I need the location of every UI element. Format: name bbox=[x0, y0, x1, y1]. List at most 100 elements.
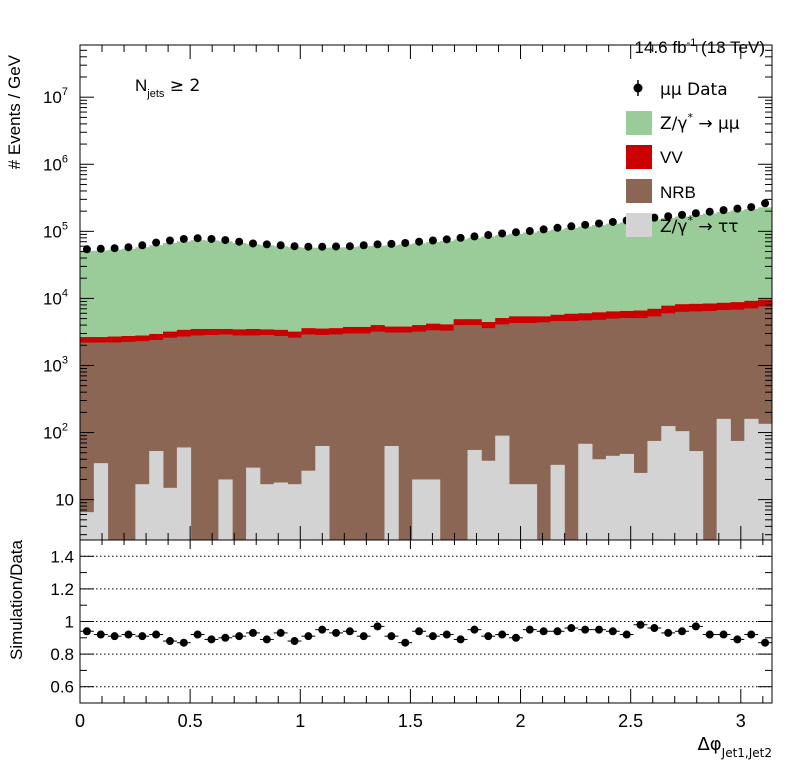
lower-y-tick-label: 1.2 bbox=[50, 580, 74, 599]
data-point-18 bbox=[332, 242, 341, 251]
tick-base: 10 bbox=[43, 155, 62, 174]
data-point-33 bbox=[539, 225, 548, 234]
data-point-25 bbox=[428, 236, 437, 245]
bar-ztautau-34 bbox=[550, 464, 565, 540]
tick-base: 10 bbox=[43, 289, 62, 308]
ratio-point-15 bbox=[290, 637, 299, 646]
bar-nrb-33 bbox=[536, 322, 551, 540]
legend-label-ztautau: Z/γ* → ττ bbox=[660, 214, 738, 237]
ratio-point-0 bbox=[82, 627, 91, 636]
lower-y-tick-label: 1.4 bbox=[50, 547, 74, 566]
tick-base: 10 bbox=[43, 424, 62, 443]
data-point-47 bbox=[733, 204, 742, 213]
ratio-point-32 bbox=[525, 625, 534, 634]
ratio-point-49 bbox=[761, 638, 770, 647]
upper-tick-label: 102 bbox=[43, 422, 68, 443]
ratio-point-5 bbox=[152, 630, 161, 639]
legend-swatch-zmumu bbox=[626, 111, 652, 135]
x-tick-label: 2.5 bbox=[618, 711, 643, 731]
bar-ztautau-7 bbox=[176, 447, 192, 540]
bar-ztautau-30 bbox=[495, 435, 510, 540]
bar-ztautau-22 bbox=[384, 446, 399, 540]
bar-ztautau-24 bbox=[412, 479, 427, 540]
legend: μμ Data Z/γ* → μμ VV NRB Z/γ* → ττ bbox=[626, 80, 740, 237]
data-point-6 bbox=[165, 236, 174, 245]
data-point-44 bbox=[691, 209, 700, 218]
ratio-point-22 bbox=[387, 632, 396, 641]
ratio-point-9 bbox=[207, 635, 216, 644]
bar-nrb-3 bbox=[121, 341, 136, 540]
bar-ztautau-49 bbox=[758, 423, 773, 540]
data-point-46 bbox=[719, 206, 728, 215]
x-tick-label: 0 bbox=[75, 711, 85, 731]
tick-base: 10 bbox=[43, 356, 62, 375]
ratio-point-6 bbox=[165, 637, 174, 646]
legend-item-nrb: NRB bbox=[626, 179, 696, 203]
legend-item-zmumu: Z/γ* → μμ bbox=[626, 111, 740, 135]
bar-nrb-45 bbox=[702, 310, 718, 540]
bar-nrb-27 bbox=[453, 325, 468, 540]
tick-exponent: 3 bbox=[62, 354, 68, 366]
bar-ztautau-38 bbox=[605, 455, 621, 540]
data-point-1 bbox=[96, 244, 105, 253]
legend-swatch-ztautau bbox=[626, 213, 652, 237]
bar-nrb-19 bbox=[342, 333, 358, 540]
legend-label-nrb: NRB bbox=[660, 183, 696, 202]
bar-ztautau-43 bbox=[675, 431, 690, 540]
data-point-2 bbox=[110, 244, 119, 253]
bar-nrb-9 bbox=[204, 334, 219, 540]
bar-nrb-21 bbox=[370, 331, 385, 540]
ratio-point-37 bbox=[595, 625, 603, 634]
upper-tick-label: 106 bbox=[43, 153, 68, 174]
tick-exponent: 4 bbox=[62, 287, 68, 299]
ratio-point-31 bbox=[511, 633, 520, 642]
data-point-38 bbox=[608, 217, 617, 226]
data-point-41 bbox=[650, 213, 659, 222]
bar-ztautau-0 bbox=[80, 512, 95, 540]
ratio-point-3 bbox=[124, 630, 133, 639]
bar-ztautau-6 bbox=[163, 487, 178, 540]
data-point-12 bbox=[249, 239, 257, 248]
bar-ztautau-1 bbox=[93, 463, 109, 540]
data-point-4 bbox=[138, 241, 147, 250]
data-point-20 bbox=[359, 241, 368, 250]
tick-base: 10 bbox=[55, 491, 74, 510]
ratio-point-7 bbox=[179, 638, 188, 647]
ratio-point-16 bbox=[304, 632, 313, 641]
njets-annotation: Njets ≥ 2 bbox=[135, 76, 200, 100]
ratio-point-17 bbox=[318, 625, 327, 634]
data-point-30 bbox=[498, 229, 507, 238]
tick-base: 10 bbox=[43, 88, 62, 107]
data-point-31 bbox=[511, 228, 520, 237]
bar-nrb-35 bbox=[564, 321, 579, 540]
legend-item-vv: VV bbox=[626, 145, 683, 169]
data-point-45 bbox=[705, 207, 714, 216]
ratio-point-46 bbox=[719, 630, 728, 639]
lumi-label: 14.6 fb-1 (13 TeV) bbox=[635, 37, 765, 57]
ratio-point-4 bbox=[138, 632, 147, 641]
x-tick-label: 0.5 bbox=[178, 711, 203, 731]
legend-swatch-vv bbox=[626, 145, 652, 169]
upper-tick-label: 107 bbox=[43, 86, 68, 107]
ratio-point-8 bbox=[193, 630, 202, 639]
tick-base: 10 bbox=[43, 222, 62, 241]
tick-exponent: 7 bbox=[62, 86, 68, 98]
data-point-3 bbox=[124, 243, 133, 252]
data-point-19 bbox=[345, 242, 354, 251]
x-tick-label: 2 bbox=[516, 711, 526, 731]
data-point-35 bbox=[567, 222, 576, 231]
data-point-26 bbox=[442, 235, 451, 244]
ratio-point-30 bbox=[498, 630, 507, 639]
ratio-point-34 bbox=[553, 627, 562, 636]
bar-nrb-11 bbox=[232, 335, 247, 540]
data-point-36 bbox=[581, 220, 590, 229]
ratio-point-41 bbox=[650, 624, 659, 633]
data-point-7 bbox=[179, 234, 188, 243]
bar-ztautau-29 bbox=[481, 460, 496, 540]
ratio-point-29 bbox=[484, 632, 493, 641]
ratio-point-39 bbox=[622, 630, 631, 639]
legend-item-data: μμ Data bbox=[633, 80, 728, 100]
bar-nrb-20 bbox=[356, 333, 372, 540]
bar-nrb-2 bbox=[107, 342, 122, 540]
